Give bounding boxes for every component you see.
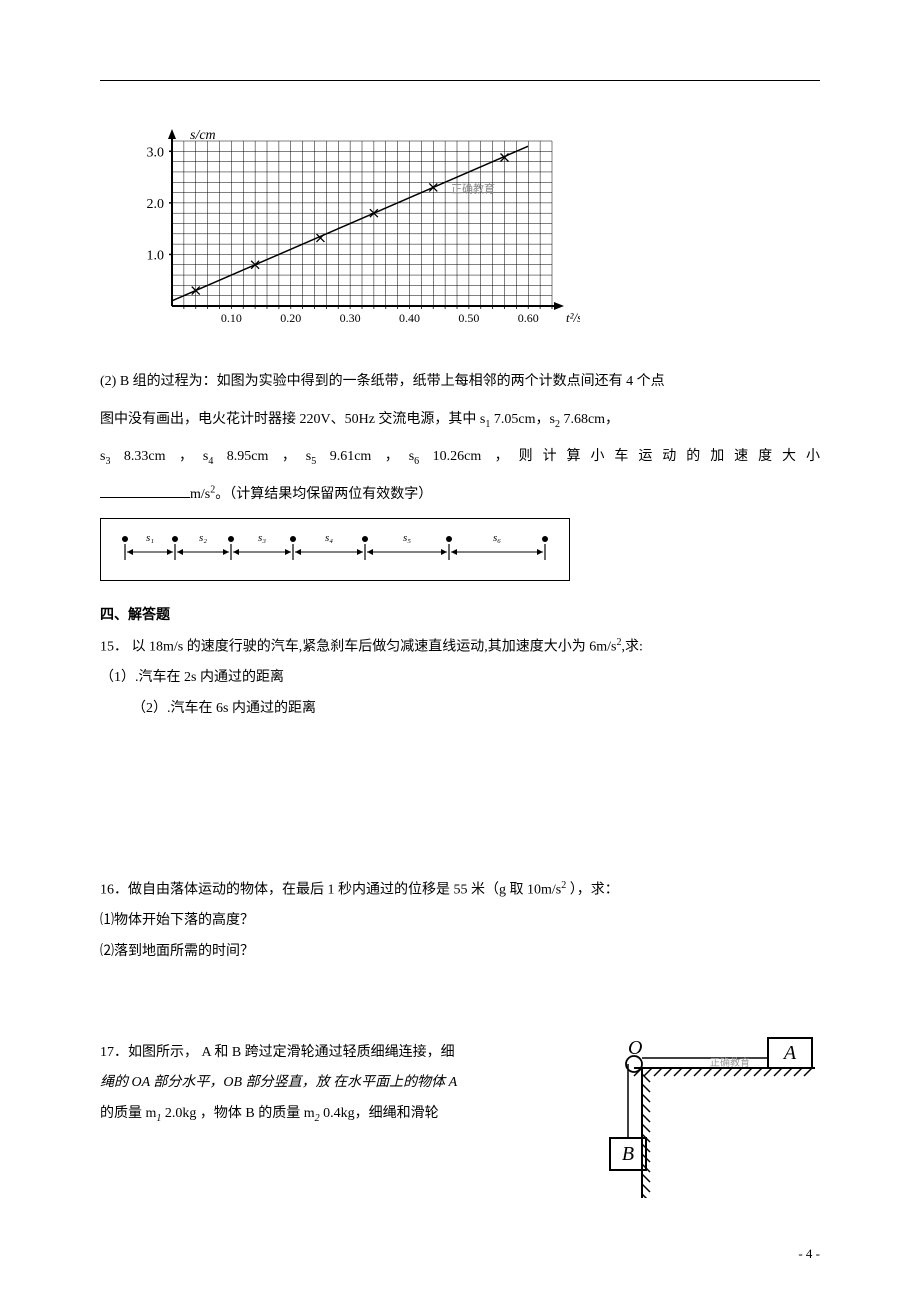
s6v: 10.26cm ，则计算小车运动的加速度大小 <box>419 449 820 464</box>
q17c: 的质量 m <box>100 1106 156 1121</box>
svg-text:0.40: 0.40 <box>399 311 420 325</box>
svg-text:s₃: s₃ <box>258 532 266 544</box>
q15a: 15． 以 18m/s 的速度行驶的汽车,紧急刹车后做匀减速直线运动,其加速度大… <box>100 639 616 654</box>
spacer-1 <box>100 725 820 875</box>
paper-tape-figure: s₁ s₂ s₃ s₄ s₅ s₆ <box>100 518 570 581</box>
q16a: 16．做自由落体运动的物体，在最后 1 秒内通过的位移是 55 米（g 取 10… <box>100 882 561 897</box>
answer-blank[interactable] <box>100 484 190 498</box>
svg-text:正确教育: 正确教育 <box>710 1056 750 1069</box>
svg-text:s/cm: s/cm <box>190 128 216 143</box>
svg-text:2.0: 2.0 <box>147 197 165 212</box>
q16a2: ），求： <box>566 882 619 897</box>
q2-unit: m/s <box>190 487 210 502</box>
q17c2: 2.0kg ，物体 B 的质量 m <box>161 1106 314 1121</box>
svg-text:0.30: 0.30 <box>340 311 361 325</box>
s-vs-t2-chart: 1.0 2.0 3.0 0.10 0.20 0.30 0.40 0.50 0.60 s/cm t²/… <box>120 111 580 336</box>
svg-text:正确教育: 正确教育 <box>451 182 495 196</box>
svg-text:s₆: s₆ <box>493 532 501 544</box>
q2-text-line2a: 图中没有画出，电火花计时器接 220V、50Hz 交流电源，其中 s <box>100 412 485 427</box>
section-4-title: 四、解答题 <box>100 601 820 632</box>
svg-text:s₅: s₅ <box>403 532 411 544</box>
svg-text:0.60: 0.60 <box>518 311 539 325</box>
svg-text:3.0: 3.0 <box>147 145 165 160</box>
pulley-figure: O A B 正确教育 <box>590 1028 820 1203</box>
svg-text:O: O <box>628 1037 642 1059</box>
tape-svg: s₁ s₂ s₃ s₄ s₅ s₆ <box>105 527 565 567</box>
q15: 15． 以 18m/s 的速度行驶的汽车,紧急刹车后做匀减速直线运动,其加速度大… <box>100 632 820 663</box>
q16-2: ⑵落到地面所需的时间？ <box>100 937 820 968</box>
s4v: 8.95cm ，s <box>213 449 311 464</box>
q15a2: ,求: <box>621 639 642 654</box>
q2-text-line3: s3 8.33cm ，s4 8.95cm ，s5 9.61cm ，s6 10.2… <box>100 440 820 474</box>
svg-text:1.0: 1.0 <box>147 248 165 263</box>
s5v: 9.61cm ，s <box>316 449 414 464</box>
page-number: - 4 - <box>798 1246 820 1262</box>
q15-1: （1）.汽车在 2s 内通过的距离 <box>100 663 820 694</box>
svg-text:0.10: 0.10 <box>221 311 242 325</box>
q17c3: 0.4kg，细绳和滑轮 <box>320 1106 439 1121</box>
svg-text:s₁: s₁ <box>146 532 154 544</box>
s2v: 7.68cm， <box>560 412 619 427</box>
chart-container: 1.0 2.0 3.0 0.10 0.20 0.30 0.40 0.50 0.60 s/cm t²/… <box>120 111 820 341</box>
q15-2: （2）.汽车在 6s 内通过的距离 <box>100 694 820 725</box>
svg-text:0.20: 0.20 <box>280 311 301 325</box>
svg-text:s₂: s₂ <box>199 532 207 544</box>
svg-text:t²/s²: t²/s² <box>566 310 580 325</box>
q16: 16．做自由落体运动的物体，在最后 1 秒内通过的位移是 55 米（g 取 10… <box>100 875 820 906</box>
svg-text:s₄: s₄ <box>325 532 333 544</box>
q2-text-line2: 图中没有画出，电火花计时器接 220V、50Hz 交流电源，其中 s1 7.05… <box>100 403 820 437</box>
pulley-svg: O A B 正确教育 <box>590 1028 820 1198</box>
s1v: 7.05cm，s <box>490 412 555 427</box>
svg-text:0.50: 0.50 <box>458 311 479 325</box>
header-rule <box>100 80 820 81</box>
q16-1: ⑴物体开始下落的高度？ <box>100 906 820 937</box>
q17b: 绳的 OA 部分水平，OB 部分竖直，放 在水平面上的物体 A <box>100 1075 457 1090</box>
q2-text-line1: (2) B 组的过程为：如图为实验中得到的一条纸带，纸带上每相邻的两个计数点间还… <box>100 365 820 399</box>
svg-text:A: A <box>782 1042 797 1064</box>
s3v: 8.33cm ，s <box>110 449 208 464</box>
q2-tail: 。（计算结果均保留两位有效数字） <box>215 487 432 502</box>
q2-text-line4: m/s2。（计算结果均保留两位有效数字） <box>100 478 820 512</box>
svg-text:B: B <box>622 1143 634 1165</box>
